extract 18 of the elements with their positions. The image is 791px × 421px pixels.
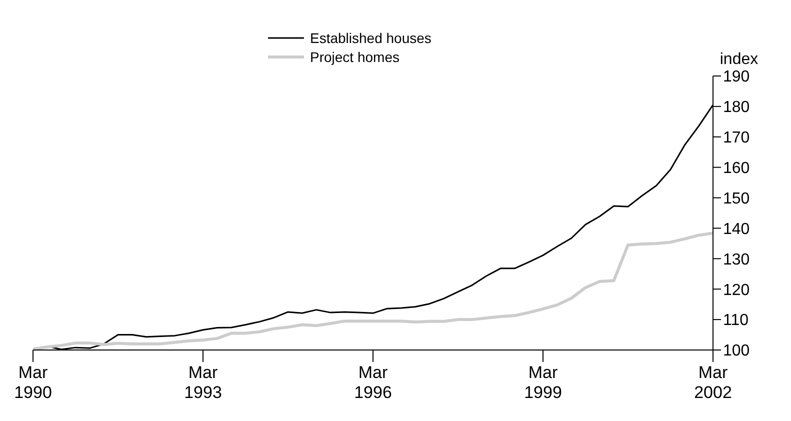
- y-tick-label: 160: [723, 160, 750, 178]
- y-tick-label: 150: [723, 190, 750, 208]
- y-axis-title: index: [720, 51, 758, 68]
- y-tick-label: 120: [723, 282, 750, 299]
- x-tick-label: Mar 1990: [14, 363, 52, 402]
- legend-label: Project homes: [310, 48, 400, 64]
- x-tick-label: Mar 1993: [184, 363, 222, 402]
- y-tick-label: 130: [723, 251, 750, 268]
- x-tick-label: Mar 1996: [354, 363, 392, 402]
- y-tick-label: 190: [723, 68, 750, 86]
- y-tick-label: 110: [723, 312, 749, 330]
- y-tick-label: 140: [723, 220, 750, 238]
- legend-label: Established houses: [310, 30, 432, 46]
- y-tick-label: 180: [723, 99, 750, 116]
- y-tick-label: 170: [723, 130, 750, 147]
- x-tick-label: Mar 1999: [524, 363, 562, 402]
- y-tick-label: 100: [723, 342, 750, 360]
- x-tick-label: Mar 2002: [694, 363, 732, 402]
